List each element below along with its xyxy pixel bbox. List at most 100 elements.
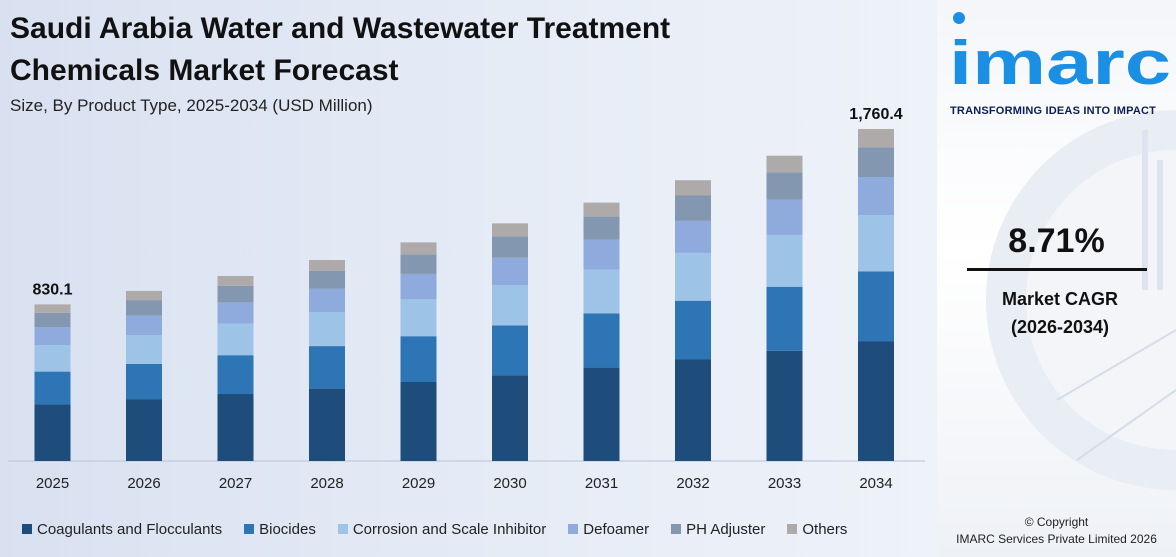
logo-dot bbox=[953, 12, 965, 24]
bar-segment-2031-2 bbox=[583, 269, 620, 314]
bar-segment-2030-1 bbox=[492, 325, 528, 376]
bar-segment-2033-2 bbox=[766, 234, 803, 287]
legend-label-4: PH Adjuster bbox=[686, 520, 766, 538]
bar-segment-2030-3 bbox=[492, 257, 528, 285]
bar-segment-2034-2 bbox=[858, 215, 894, 272]
chart-legend: Coagulants and Flocculants Biocides Corros… bbox=[22, 519, 847, 539]
bar-segment-2025-0 bbox=[34, 404, 71, 461]
bar-segment-2027-2 bbox=[217, 323, 254, 356]
bar-segment-2025-5 bbox=[34, 304, 71, 313]
legend-item-0: Coagulants and Flocculants bbox=[22, 521, 222, 538]
legend-label-3: Defoamer bbox=[583, 520, 650, 538]
imarc-logo-mark: imarc bbox=[949, 12, 1171, 92]
bar-segment-2030-4 bbox=[492, 236, 528, 258]
copyright-line-2: IMARC Services Private Limited 2026 bbox=[956, 532, 1157, 546]
bar-segment-2025-1 bbox=[34, 371, 71, 405]
x-tick-label-2031: 2031 bbox=[585, 475, 618, 492]
legend-swatch-5 bbox=[787, 524, 798, 534]
bar-segment-2033-5 bbox=[766, 155, 803, 173]
bar-segment-2033-3 bbox=[766, 199, 803, 235]
chart-panel: Saudi Arabia Water and Wastewater Treatm… bbox=[0, 0, 937, 557]
bar-segment-2028-5 bbox=[309, 260, 345, 271]
bar-segment-2026-2 bbox=[126, 335, 162, 364]
x-tick-label-2033: 2033 bbox=[768, 475, 801, 492]
brand-panel: imarc TRANSFORMING IDEAS INTO IMPACT 8.7… bbox=[937, 0, 1176, 557]
total-label-2025: 830.1 bbox=[32, 281, 72, 298]
bar-segment-2026-3 bbox=[126, 315, 162, 335]
legend-swatch-0 bbox=[22, 524, 32, 534]
bar-segment-2025-4 bbox=[34, 313, 71, 328]
legend-swatch-1 bbox=[244, 524, 255, 534]
bar-segment-2034-4 bbox=[858, 147, 894, 177]
bar-segment-2032-3 bbox=[675, 220, 711, 253]
bar-segment-2026-5 bbox=[126, 290, 162, 301]
legend-swatch-2 bbox=[337, 524, 348, 534]
x-tick-label-2029: 2029 bbox=[402, 475, 435, 492]
bar-segment-2031-3 bbox=[583, 239, 620, 270]
legend-item-1: Biocides bbox=[244, 521, 316, 538]
legend-swatch-4 bbox=[671, 524, 682, 534]
copyright-line-1: © Copyright bbox=[1024, 515, 1089, 529]
bar-segment-2033-4 bbox=[766, 172, 803, 200]
cagr-value: 8.71% bbox=[1008, 222, 1105, 260]
bar-segment-2034-5 bbox=[858, 129, 894, 148]
x-tick-label-2027: 2027 bbox=[219, 475, 252, 492]
legend-label-2: Corrosion and Scale Inhibitor bbox=[352, 520, 547, 538]
x-tick-label-2026: 2026 bbox=[127, 475, 160, 492]
logo-text: imarc bbox=[949, 29, 1171, 92]
x-tick-label-2025: 2025 bbox=[36, 475, 69, 492]
bar-segment-2025-2 bbox=[34, 345, 71, 372]
bar-segment-2029-0 bbox=[400, 382, 437, 461]
legend-item-3: Defoamer bbox=[568, 521, 649, 538]
legend-item-4: PH Adjuster bbox=[671, 521, 765, 538]
bar-segment-2030-0 bbox=[492, 375, 528, 461]
bar-segment-2029-5 bbox=[400, 242, 437, 255]
bar-segment-2031-1 bbox=[583, 313, 620, 368]
bar-segment-2026-4 bbox=[126, 300, 162, 316]
bar-segment-2028-4 bbox=[309, 270, 345, 289]
bar-segment-2032-5 bbox=[675, 180, 711, 196]
bar-segment-2028-1 bbox=[309, 346, 345, 389]
total-label-2034: 1,760.4 bbox=[849, 106, 902, 123]
legend-item-2: Corrosion and Scale Inhibitor bbox=[337, 520, 547, 538]
chart-subtitle: Size, By Product Type, 2025-2034 (USD Mi… bbox=[10, 96, 373, 115]
bar-segment-2029-2 bbox=[400, 299, 437, 337]
legend-label-5: Others bbox=[802, 520, 848, 538]
brand-tagline: TRANSFORMING IDEAS INTO IMPACT bbox=[950, 105, 1157, 117]
bar-segment-2034-1 bbox=[858, 271, 894, 342]
copyright-notice: © Copyright IMARC Services Private Limit… bbox=[937, 514, 1176, 548]
bar-segment-2033-1 bbox=[766, 286, 803, 351]
bar-segment-2030-5 bbox=[492, 223, 528, 237]
bar-segment-2027-5 bbox=[217, 276, 254, 286]
bar-segment-2032-4 bbox=[675, 195, 711, 221]
bar-segment-2031-4 bbox=[583, 216, 620, 240]
bar-segment-2033-0 bbox=[766, 350, 803, 461]
bar-segment-2032-0 bbox=[675, 359, 711, 461]
chart-title: Saudi Arabia Water and Wastewater Treatm… bbox=[10, 12, 671, 87]
bar-segment-2026-0 bbox=[126, 399, 162, 461]
x-tick-label-2032: 2032 bbox=[676, 475, 709, 492]
bar-segment-2029-4 bbox=[400, 254, 437, 274]
x-tick-label-2030: 2030 bbox=[493, 475, 526, 492]
bar-segment-2031-0 bbox=[583, 367, 620, 461]
bar-segment-2027-3 bbox=[217, 302, 254, 324]
stacked-bar-chart: 2025 2026 2027 2028 2029 2030 2031 2032 2033 2034… bbox=[8, 106, 925, 492]
x-tick-label-2028: 2028 bbox=[310, 475, 343, 492]
bar-segment-2030-2 bbox=[492, 285, 528, 326]
bar-segment-2034-0 bbox=[858, 341, 894, 461]
bar-segment-2032-1 bbox=[675, 300, 711, 360]
bar-segment-2029-1 bbox=[400, 336, 437, 382]
legend-label-0: Coagulants and Flocculants bbox=[37, 520, 223, 538]
cagr-label: Market CAGR (2026-2034) bbox=[1001, 289, 1119, 337]
x-tick-label-2034: 2034 bbox=[859, 475, 892, 492]
bar-segment-2031-5 bbox=[583, 202, 620, 217]
bar-segment-2032-2 bbox=[675, 253, 711, 301]
bar-segment-2034-3 bbox=[858, 177, 894, 216]
imarc-logo: imarc TRANSFORMING IDEAS INTO IMPACT bbox=[937, 12, 1176, 117]
bar-segment-2027-0 bbox=[217, 394, 254, 461]
legend-item-5: Others bbox=[787, 521, 847, 538]
legend-label-1: Biocides bbox=[259, 520, 316, 538]
background-chart-illustration bbox=[986, 110, 1176, 490]
bar-segment-2026-1 bbox=[126, 363, 162, 400]
bar-segment-2028-3 bbox=[309, 288, 345, 312]
